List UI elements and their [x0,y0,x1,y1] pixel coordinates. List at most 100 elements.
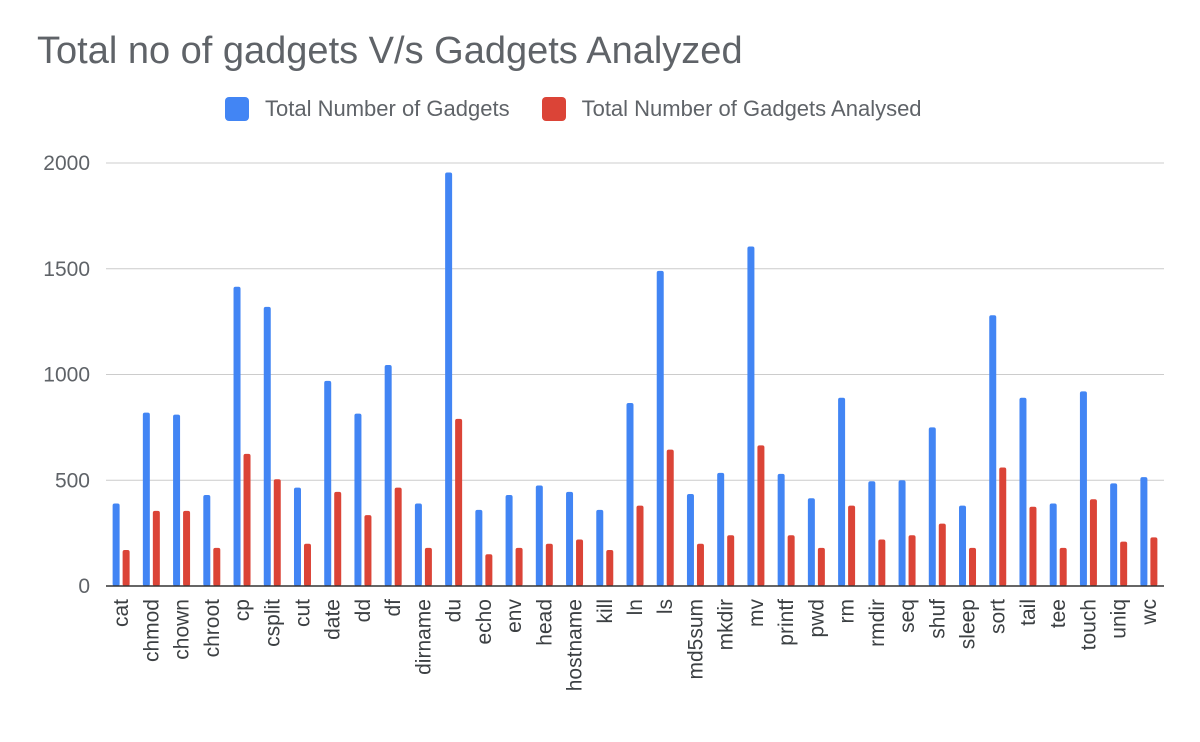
bar-total-mkdir[interactable] [717,472,725,586]
x-tick-label-touch: touch [1077,599,1100,650]
bar-analysed-dd[interactable] [364,515,372,586]
bar-analysed-mv[interactable] [757,445,765,586]
chart-title: Total no of gadgets V/s Gadgets Analyzed [37,30,743,72]
bar-analysed-kill[interactable] [606,550,614,586]
legend-item-analysed[interactable]: Total Number of Gadgets Analysed [541,96,922,122]
bar-analysed-cp[interactable] [243,453,251,586]
x-tick-label-tee: tee [1047,599,1070,628]
bar-analysed-printf[interactable] [787,535,795,586]
bar-analysed-cat[interactable] [122,550,130,586]
bar-total-ls[interactable] [656,270,664,586]
bar-analysed-chmod[interactable] [152,510,160,586]
x-tick-label-date: date [322,599,345,640]
bar-total-cat[interactable] [112,503,120,586]
bar-total-wc[interactable] [1140,477,1148,586]
x-tick-label-ln: ln [624,599,647,615]
bar-total-touch[interactable] [1079,391,1087,586]
bar-total-dd[interactable] [354,413,362,586]
bar-total-date[interactable] [324,380,332,586]
bar-total-chown[interactable] [173,414,181,586]
bar-total-chmod[interactable] [142,412,150,586]
bar-total-csplit[interactable] [263,306,271,586]
bar-analysed-ls[interactable] [666,449,674,586]
bar-analysed-du[interactable] [455,418,463,586]
bar-analysed-mkdir[interactable] [727,535,735,586]
y-tick-label: 2000 [43,152,90,175]
bar-total-du[interactable] [445,172,453,586]
y-axis-ticks: 0 500 1000 1500 2000 [43,152,90,598]
x-tick-label-cat: cat [110,599,133,627]
legend-swatch-analysed [541,97,566,121]
x-tick-label-mv: mv [745,599,768,627]
x-tick-label-hostname: hostname [564,599,587,691]
bar-analysed-rm[interactable] [848,505,856,586]
bar-total-hostname[interactable] [566,491,574,586]
x-tick-label-head: head [533,599,556,646]
bar-total-dirname[interactable] [414,503,422,586]
bar-total-tee[interactable] [1049,503,1057,586]
bar-analysed-head[interactable] [545,543,553,586]
bar-analysed-touch[interactable] [1089,499,1097,586]
bar-total-kill[interactable] [596,509,604,586]
bar-total-rmdir[interactable] [868,481,876,586]
bar-analysed-ln[interactable] [636,505,644,586]
bar-total-sort[interactable] [989,315,997,586]
bar-total-sleep[interactable] [959,505,967,586]
bar-analysed-seq[interactable] [908,535,916,586]
bar-analysed-tee[interactable] [1059,547,1067,586]
bar-analysed-shuf[interactable] [938,523,946,586]
bar-total-head[interactable] [535,485,543,586]
bar-analysed-sleep[interactable] [969,547,977,586]
x-tick-label-uniq: uniq [1108,599,1131,639]
bar-analysed-wc[interactable] [1150,537,1158,586]
x-tick-label-du: du [443,599,466,622]
x-tick-label-rmdir: rmdir [866,599,889,647]
bar-total-cut[interactable] [293,487,301,586]
legend-label-analysed: Total Number of Gadgets Analysed [581,96,922,121]
bar-total-chroot[interactable] [203,495,211,586]
bar-analysed-chown[interactable] [183,510,191,586]
bar-analysed-chroot[interactable] [213,547,221,586]
legend-item-total[interactable]: Total Number of Gadgets [225,96,510,122]
bar-analysed-sort[interactable] [999,467,1007,586]
bar-analysed-cut[interactable] [303,543,311,586]
bar-analysed-csplit[interactable] [273,479,281,586]
bar-analysed-md5sum[interactable] [696,543,704,586]
bar-analysed-hostname[interactable] [576,539,584,586]
bar-total-md5sum[interactable] [686,493,694,586]
x-tick-label-chmod: chmod [140,599,163,662]
bar-total-seq[interactable] [898,480,906,586]
bar-total-pwd[interactable] [807,498,815,586]
x-tick-label-env: env [503,599,526,633]
bar-analysed-dirname[interactable] [424,547,432,586]
bar-total-uniq[interactable] [1110,483,1118,586]
bar-total-printf[interactable] [777,473,785,586]
x-tick-label-chroot: chroot [201,599,224,658]
bar-total-env[interactable] [505,495,513,586]
x-tick-label-dirname: dirname [412,599,435,675]
x-tick-label-rm: rm [836,599,859,624]
x-tick-label-seq: seq [896,599,919,633]
bar-analysed-tail[interactable] [1029,506,1037,586]
bar-analysed-echo[interactable] [485,554,493,586]
x-tick-label-ls: ls [654,599,677,614]
y-tick-label: 0 [78,575,90,598]
bar-total-tail[interactable] [1019,397,1027,586]
bar-total-shuf[interactable] [928,427,936,586]
bar-total-rm[interactable] [838,397,846,586]
bar-total-mv[interactable] [747,246,755,587]
bar-total-echo[interactable] [475,509,483,586]
bar-total-df[interactable] [384,364,392,586]
x-tick-label-dd: dd [352,599,375,622]
bar-total-ln[interactable] [626,403,634,586]
legend: Total Number of Gadgets Total Number of … [225,96,954,122]
bar-total-cp[interactable] [233,286,241,586]
bar-analysed-uniq[interactable] [1120,541,1128,586]
bar-analysed-date[interactable] [334,491,342,586]
bar-analysed-pwd[interactable] [817,547,825,586]
bar-analysed-env[interactable] [515,547,523,586]
y-tick-label: 1000 [43,364,90,387]
bar-analysed-rmdir[interactable] [878,539,886,586]
x-tick-label-sort: sort [987,599,1010,634]
bar-analysed-df[interactable] [394,487,402,586]
